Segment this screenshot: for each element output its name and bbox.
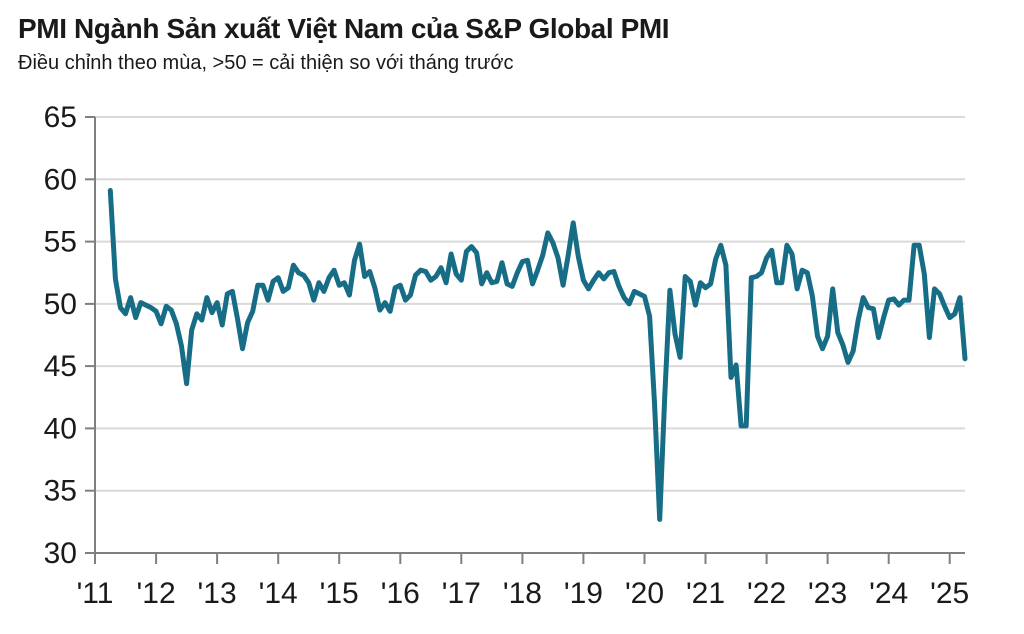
x-tick-label-15: '15 <box>320 577 359 610</box>
chart-subtitle: Điều chỉnh theo mùa, >50 = cải thiện so … <box>18 52 514 74</box>
x-tick-label-20: '20 <box>625 577 664 610</box>
chart-header: PMI Ngành Sản xuất Việt Nam của S&P Glob… <box>18 12 670 76</box>
x-tick-label-14: '14 <box>259 577 298 610</box>
x-tick-label-17: '17 <box>442 577 481 610</box>
y-tick-label-35: 35 <box>44 475 77 508</box>
y-tick-label-40: 40 <box>44 412 77 445</box>
y-tick-label-45: 45 <box>44 350 77 383</box>
x-tick-label-25: '25 <box>930 577 969 610</box>
x-tick-label-11: '11 <box>77 577 114 610</box>
x-tick-label-18: '18 <box>503 577 542 610</box>
y-tick-label-55: 55 <box>44 226 77 259</box>
y-tick-label-65: 65 <box>44 101 77 134</box>
x-tick-label-21: '21 <box>686 577 725 610</box>
x-tick-label-24: '24 <box>869 577 908 610</box>
x-tick-label-12: '12 <box>137 577 176 610</box>
x-tick-label-16: '16 <box>381 577 420 610</box>
y-tick-label-60: 60 <box>44 163 77 196</box>
chart-title: PMI Ngành Sản xuất Việt Nam của S&P Glob… <box>18 13 670 44</box>
x-tick-label-23: '23 <box>808 577 847 610</box>
y-tick-label-30: 30 <box>44 537 77 570</box>
pmi-series-line <box>107 188 968 522</box>
y-tick-label-50: 50 <box>44 288 77 321</box>
x-tick-label-22: '22 <box>747 577 786 610</box>
x-tick-label-13: '13 <box>198 577 237 610</box>
x-tick-label-19: '19 <box>564 577 603 610</box>
